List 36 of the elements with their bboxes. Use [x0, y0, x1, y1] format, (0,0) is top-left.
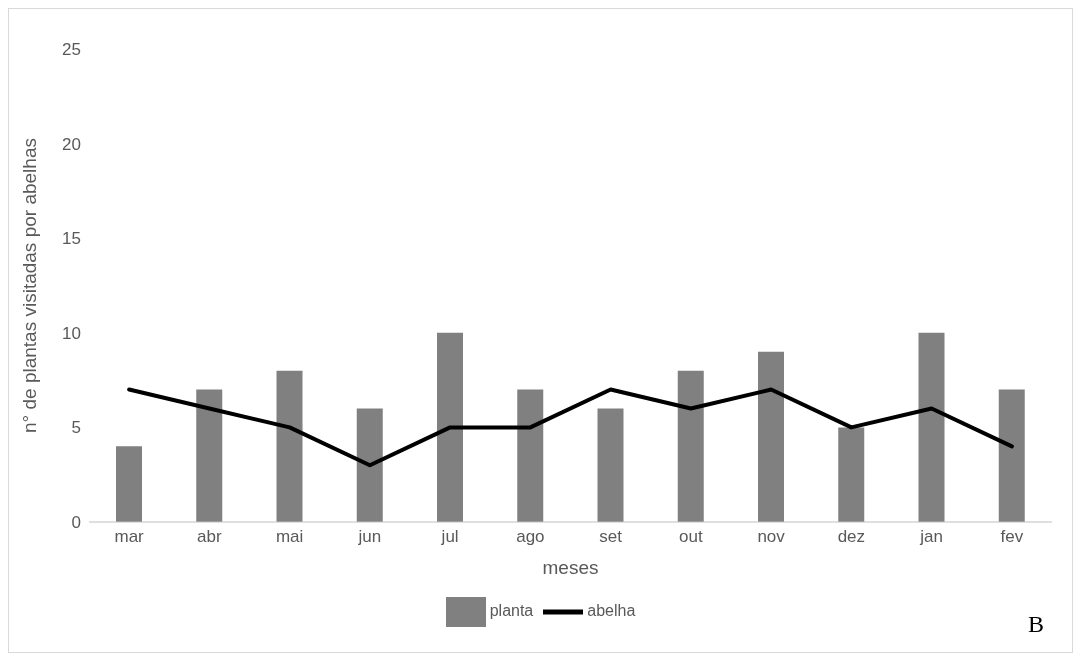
x-axis-title: meses [542, 557, 599, 578]
x-tick-label: jun [357, 527, 382, 547]
x-tick-label: out [679, 527, 703, 547]
bar [196, 389, 223, 522]
bar [758, 351, 784, 522]
bar [437, 332, 463, 522]
bar [517, 389, 544, 522]
text: B [1027, 611, 1044, 638]
x-tick-label: mar [114, 527, 145, 547]
x-tick-label: ago [516, 527, 545, 547]
bar [356, 408, 383, 522]
y-tick-label: 10 [62, 323, 81, 343]
bar [998, 389, 1025, 522]
bar [276, 370, 303, 522]
x-tick-label: set [599, 527, 623, 547]
x-tick-label: abr [197, 527, 222, 547]
bar [838, 427, 865, 522]
bar [116, 446, 142, 522]
x-tick-label: nov [757, 527, 786, 547]
y-tick-label: 25 [62, 40, 81, 60]
x-tick-label: jan [919, 527, 943, 547]
legend-label: planta [489, 602, 534, 620]
y-tick-label: 0 [71, 513, 81, 533]
x-tick-label: jul [440, 527, 459, 547]
x-tick-label: fev [1000, 527, 1024, 547]
x-tick-label: dez [837, 527, 866, 547]
y-tick-label: 20 [62, 134, 81, 154]
y-tick-label: 5 [71, 418, 81, 438]
bar [918, 332, 945, 522]
legend-label: abelha [587, 602, 636, 620]
line-series [127, 387, 1014, 468]
bar [677, 370, 704, 522]
y-axis-title: n° de plantas visitadas por abelhas [18, 138, 40, 433]
bar [597, 408, 624, 522]
y-tick-label: 15 [62, 229, 81, 249]
x-tick-label: mai [275, 527, 304, 547]
